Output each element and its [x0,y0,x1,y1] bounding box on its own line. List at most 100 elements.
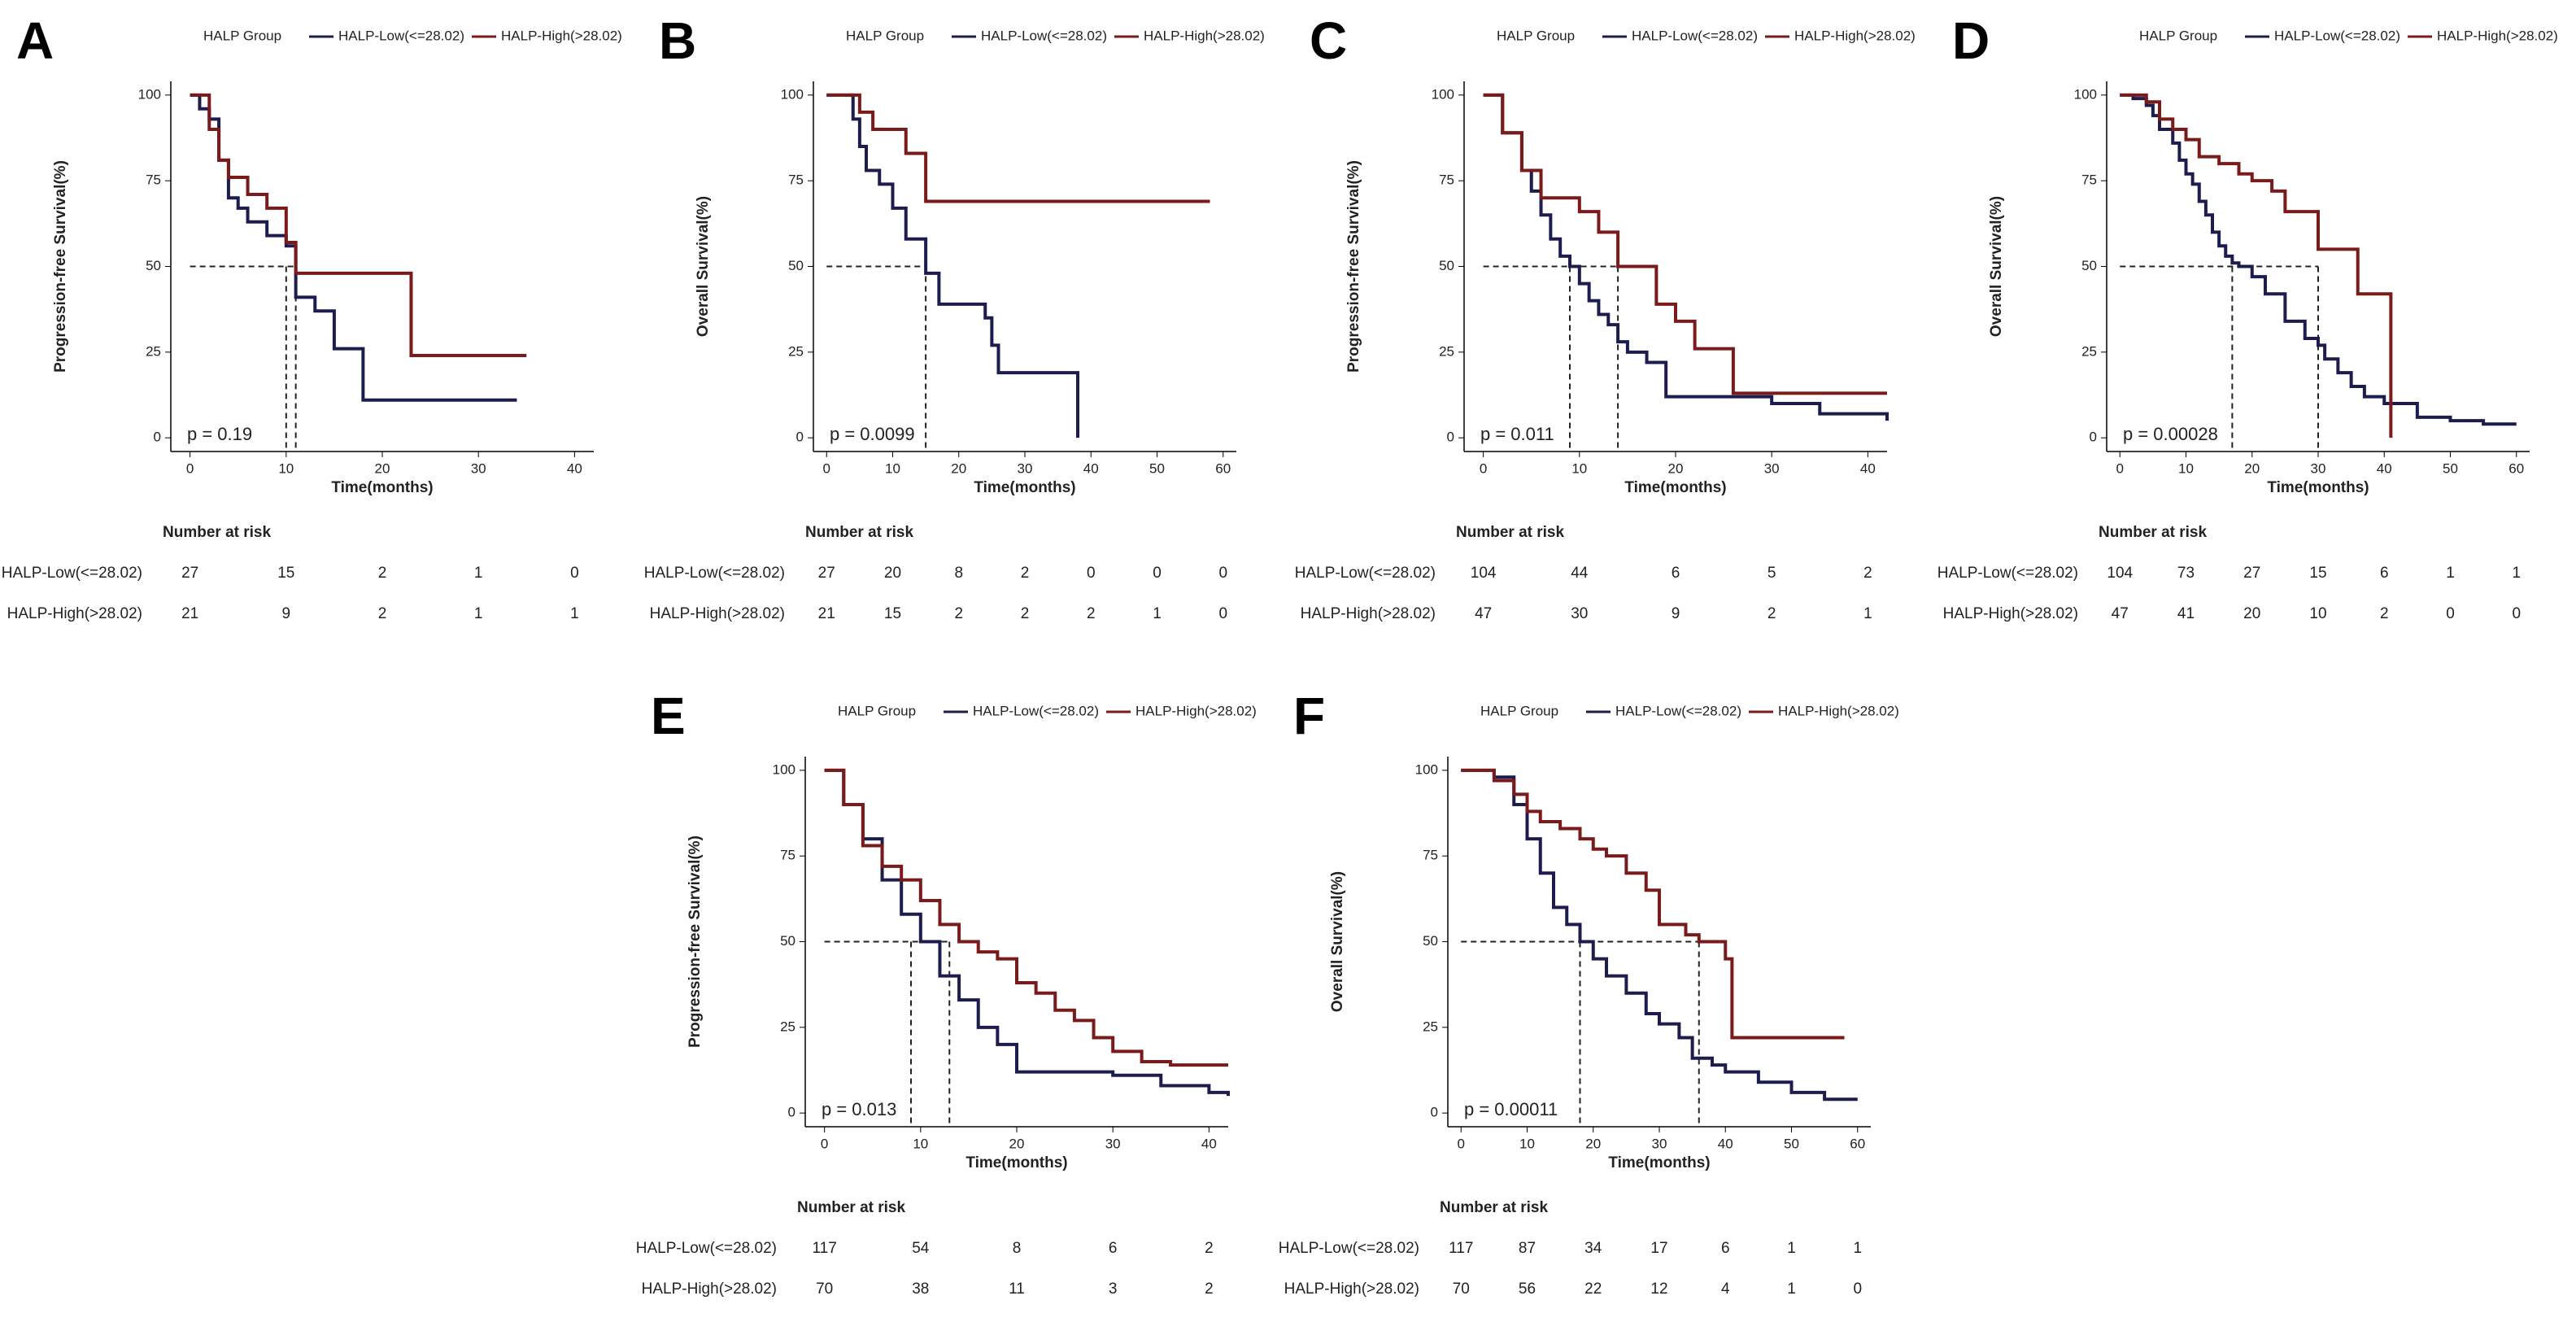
legend-label: HALP-High(>28.02) [1144,28,1265,43]
x-tick-label: 20 [951,460,966,476]
legend-title: HALP Group [203,28,281,43]
x-tick-label: 30 [471,460,486,476]
x-tick-label: 0 [823,460,830,476]
risk-count: 20 [884,565,901,582]
risk-count: 6 [2380,565,2389,582]
y-tick-label: 50 [146,258,161,273]
risk-count: 22 [1584,1280,1602,1298]
x-tick-label: 40 [2377,460,2392,476]
survival-curve [1483,93,1887,395]
risk-count: 2 [1021,605,1030,622]
risk-count: 15 [884,605,901,622]
y-tick-label: 100 [773,761,795,777]
risk-table: Number at risk HALP-Low(<=28.02) 117 54 8 6 2 H… [636,1199,1214,1298]
y-tick-label: 50 [788,258,804,273]
risk-count: 1 [2512,565,2521,582]
legend-label: HALP-Low(<=28.02) [338,28,464,43]
legend: HALP Group HALP-Low(<=28.02) HALP-High(>28… [838,703,1257,718]
legend-label: HALP-High(>28.02) [1778,703,1899,718]
y-axis-label: Overall Survival(%) [1329,871,1346,1012]
risk-count: 104 [2107,565,2133,582]
risk-count: 1 [1853,1240,1862,1257]
risk-row-label: HALP-High(>28.02) [650,605,785,622]
risk-count: 6 [1109,1240,1118,1257]
y-tick-label: 100 [138,86,161,102]
y-axis-label: Progression-free Survival(%) [52,160,69,373]
legend-title: HALP Group [2139,28,2217,43]
risk-count: 41 [2177,605,2195,622]
risk-row-label: HALP-Low(<=28.02) [644,565,785,582]
x-axis-label: Time(months) [1608,1154,1710,1171]
panel-letter: B [659,11,696,70]
risk-count: 1 [1153,605,1162,622]
survival-curve [2120,93,2393,438]
survival-curve [824,768,1230,1097]
legend-label: HALP-High(>28.02) [1135,703,1257,718]
panel-letter: A [16,11,54,70]
risk-count: 117 [812,1240,836,1257]
x-tick-label: 50 [2443,460,2458,476]
p-value: p = 0.19 [187,424,252,444]
risk-row-label: HALP-High(>28.02) [642,1280,777,1298]
risk-count: 8 [954,565,963,582]
risk-row-label: HALP-High(>28.02) [1284,1280,1419,1298]
panel-letter: C [1310,11,1347,70]
survival-curve [1461,768,1845,1040]
x-tick-label: 30 [1652,1136,1667,1151]
risk-count: 9 [282,605,291,622]
y-tick-label: 25 [1439,343,1454,359]
legend-title: HALP Group [838,703,916,718]
risk-count: 117 [1449,1240,1473,1257]
risk-count: 2 [378,605,387,622]
risk-row-label: HALP-High(>28.02) [7,605,142,622]
risk-count: 0 [1218,565,1227,582]
panel: B HALP Group HALP-Low(<=28.02) HALP-High(>2… [644,11,1265,622]
y-tick-label: 0 [796,430,804,445]
risk-count: 2 [1863,565,1872,582]
risk-count: 15 [2309,565,2326,582]
x-axis-label: Time(months) [974,479,1075,496]
risk-count: 6 [1721,1240,1730,1257]
risk-row-label: HALP-High(>28.02) [1301,605,1436,622]
risk-count: 30 [1571,605,1588,622]
legend: HALP Group HALP-Low(<=28.02) HALP-High(>28… [1480,703,1899,718]
y-tick-label: 50 [1439,258,1454,273]
y-tick-label: 25 [1423,1019,1438,1034]
p-value: p = 0.013 [822,1099,896,1119]
legend-label: HALP-High(>28.02) [2437,28,2558,43]
risk-count: 56 [1519,1280,1536,1298]
x-tick-label: 20 [1585,1136,1601,1151]
survival-curve [190,93,527,358]
risk-count: 2 [2380,605,2389,622]
risk-count: 1 [2446,565,2455,582]
x-tick-label: 10 [1571,460,1587,476]
risk-count: 1 [474,605,483,622]
x-axis-label: Time(months) [965,1154,1067,1171]
panel-letter: D [1952,11,1990,70]
panel-letter: E [651,687,686,745]
risk-row-label: HALP-Low(<=28.02) [636,1240,777,1257]
risk-table-title: Number at risk [805,524,913,541]
risk-table-title: Number at risk [163,524,271,541]
x-tick-label: 10 [278,460,294,476]
legend: HALP Group HALP-Low(<=28.02) HALP-High(>28… [203,28,622,43]
legend-label: HALP-Low(<=28.02) [1615,703,1741,718]
legend-label: HALP-Low(<=28.02) [2274,28,2400,43]
risk-count: 20 [2243,605,2260,622]
legend: HALP Group HALP-Low(<=28.02) HALP-High(>28… [846,28,1265,43]
risk-count: 12 [1650,1280,1667,1298]
y-tick-label: 50 [2081,258,2097,273]
x-tick-label: 10 [913,1136,928,1151]
risk-count: 87 [1519,1240,1536,1257]
legend-label: HALP-Low(<=28.02) [1632,28,1758,43]
p-value: p = 0.011 [1480,424,1554,444]
y-tick-label: 100 [781,86,804,102]
risk-count: 0 [1218,605,1227,622]
x-tick-label: 20 [1668,460,1684,476]
risk-row-label: HALP-High(>28.02) [1943,605,2078,622]
legend-label: HALP-Low(<=28.02) [973,703,1099,718]
x-axis-label: Time(months) [331,479,433,496]
p-value: p = 0.0099 [830,424,915,444]
risk-count: 11 [1009,1280,1025,1298]
